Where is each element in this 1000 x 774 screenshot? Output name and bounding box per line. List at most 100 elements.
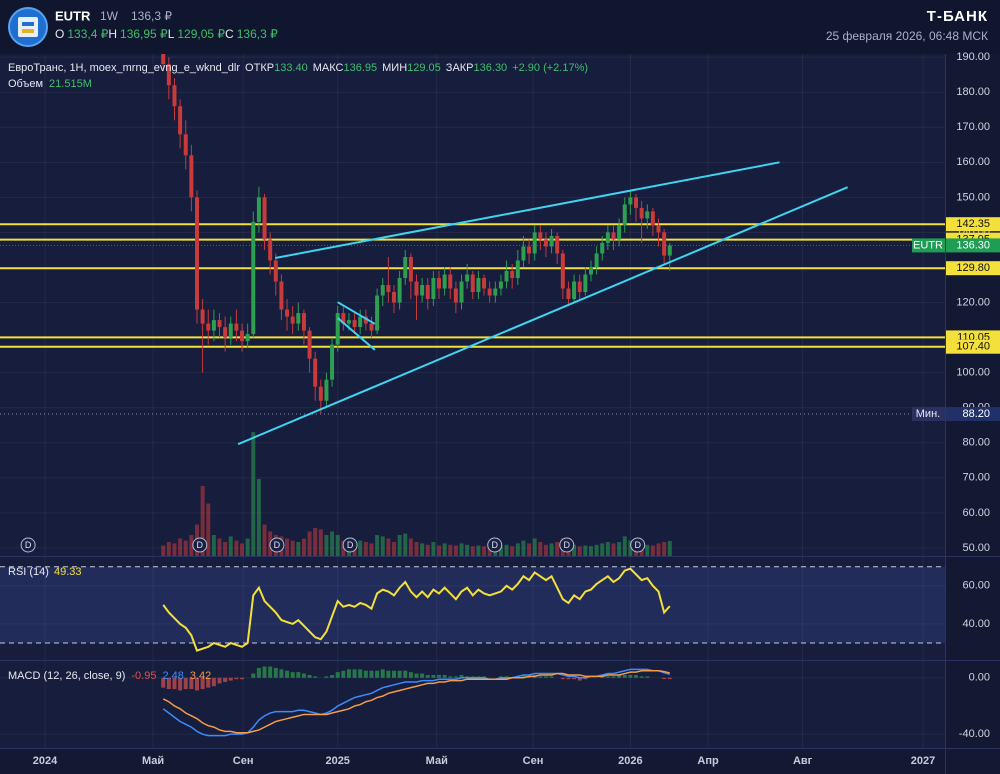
volume-bar (583, 545, 588, 556)
volume-bar (341, 540, 346, 556)
event-marker (192, 537, 208, 553)
candle-body (307, 330, 312, 359)
ohlc: O 133,4 ₽H 136,95 ₽L 129,05 ₽C 136,3 ₽ (55, 27, 278, 41)
macd-histogram-bar (200, 677, 205, 690)
macd-histogram-bar (667, 677, 672, 680)
macd-histogram-bar (296, 672, 301, 678)
candle-body (273, 260, 278, 282)
macd-histogram-bar (437, 674, 442, 678)
macd-histogram-bar (330, 674, 335, 678)
candle-body (667, 245, 672, 256)
candle-body (290, 316, 295, 324)
candle-body (639, 207, 644, 219)
volume-bar (600, 543, 605, 556)
y-tick-label: -40.00 (959, 728, 990, 740)
volume-bar (335, 535, 340, 556)
volume-bar (605, 542, 610, 556)
macd-legend: MACD (12, 26, close, 9) -0.95 2.48 3.42 (8, 670, 211, 682)
candle-body (527, 246, 532, 254)
candle-body (403, 256, 408, 279)
macd-histogram-bar (448, 676, 453, 678)
volume-bar (403, 533, 408, 556)
macd-histogram-bar (363, 670, 368, 678)
macd-histogram-bar (431, 674, 436, 678)
level-tag (946, 217, 1000, 232)
macd-histogram-bar (628, 674, 633, 678)
volume-bar (498, 545, 503, 556)
volume-bar (245, 538, 250, 556)
min-tag (912, 407, 945, 422)
volume-bar (414, 542, 419, 556)
y-tick-label: 0.00 (969, 672, 990, 684)
volume-bar (408, 538, 413, 556)
candle-body (301, 313, 306, 331)
macd-histogram-bar (290, 672, 295, 678)
ohlc-key: O (55, 27, 64, 41)
volume-bar (290, 540, 295, 556)
macd-histogram-bar (307, 674, 312, 678)
candle-body (605, 232, 610, 243)
candle-body (358, 316, 363, 328)
volume-bar (448, 544, 453, 556)
y-tick-label: 100.00 (956, 367, 990, 379)
macd-histogram-bar (521, 674, 526, 678)
macd-histogram-bar (622, 674, 627, 678)
candle-body (228, 323, 233, 338)
macd-histogram-bar (403, 670, 408, 678)
x-tick-label: Авг (793, 755, 813, 767)
instrument-legend: ЕвроТранс, 1Н, moex_mrng_evng_e_wknd_dlr… (8, 62, 588, 74)
candle-body (437, 278, 442, 289)
candle-body (532, 232, 537, 254)
event-label: D (634, 540, 641, 550)
macd-histogram-bar (352, 669, 357, 678)
rsi-legend: RSI (14) 49.33 (8, 566, 82, 578)
macd-histogram-bar (543, 676, 548, 678)
candle-body (206, 323, 211, 331)
event-label: D (197, 540, 204, 550)
volume-bar (510, 546, 515, 556)
candle-body (189, 155, 194, 198)
legend-value: 136.30 (474, 62, 508, 74)
rsi-title: RSI (14) (8, 566, 49, 578)
candle-body (504, 270, 509, 282)
volume-bar (470, 546, 475, 556)
macd-histogram-bar (166, 677, 171, 690)
macd-histogram-bar (189, 677, 194, 690)
volume-bar (262, 524, 267, 556)
macd-histogram-bar (572, 677, 577, 680)
volume-bar (622, 536, 627, 556)
candle-body (285, 309, 290, 317)
x-tick-label: 2024 (33, 755, 58, 767)
volume-legend: Объем 21.515M (8, 78, 92, 90)
macd-histogram-bar (425, 674, 430, 678)
volume-bar (504, 544, 509, 556)
macd-histogram-bar (313, 676, 318, 678)
volume-bar (183, 540, 188, 556)
y-tick-label: 160.00 (956, 156, 990, 168)
volume-bar (318, 529, 323, 556)
y-tick-label: 190.00 (956, 51, 990, 63)
candle-body (645, 211, 650, 219)
macd-histogram-bar (380, 669, 385, 678)
candle-body (391, 292, 396, 303)
candle-body (251, 221, 256, 335)
volume-bar (363, 542, 368, 556)
volume-bar (228, 536, 233, 556)
candle-body (442, 274, 447, 289)
event-marker (342, 537, 358, 553)
candle-body (341, 313, 346, 324)
candle-body (622, 204, 627, 226)
level-label: 142.35 (956, 218, 990, 230)
level-label: 129.80 (956, 262, 990, 274)
volume-bar (251, 432, 256, 556)
volume-bar (296, 542, 301, 556)
macd-histogram-bar (408, 672, 413, 678)
y-tick-label: 70.00 (962, 472, 990, 484)
x-tick-label: 2027 (911, 755, 935, 767)
macd-histogram-bar (617, 674, 622, 678)
volume-bar (358, 540, 363, 556)
macd-line (162, 669, 670, 734)
volume-bar (476, 545, 481, 556)
candle-body (234, 323, 239, 331)
